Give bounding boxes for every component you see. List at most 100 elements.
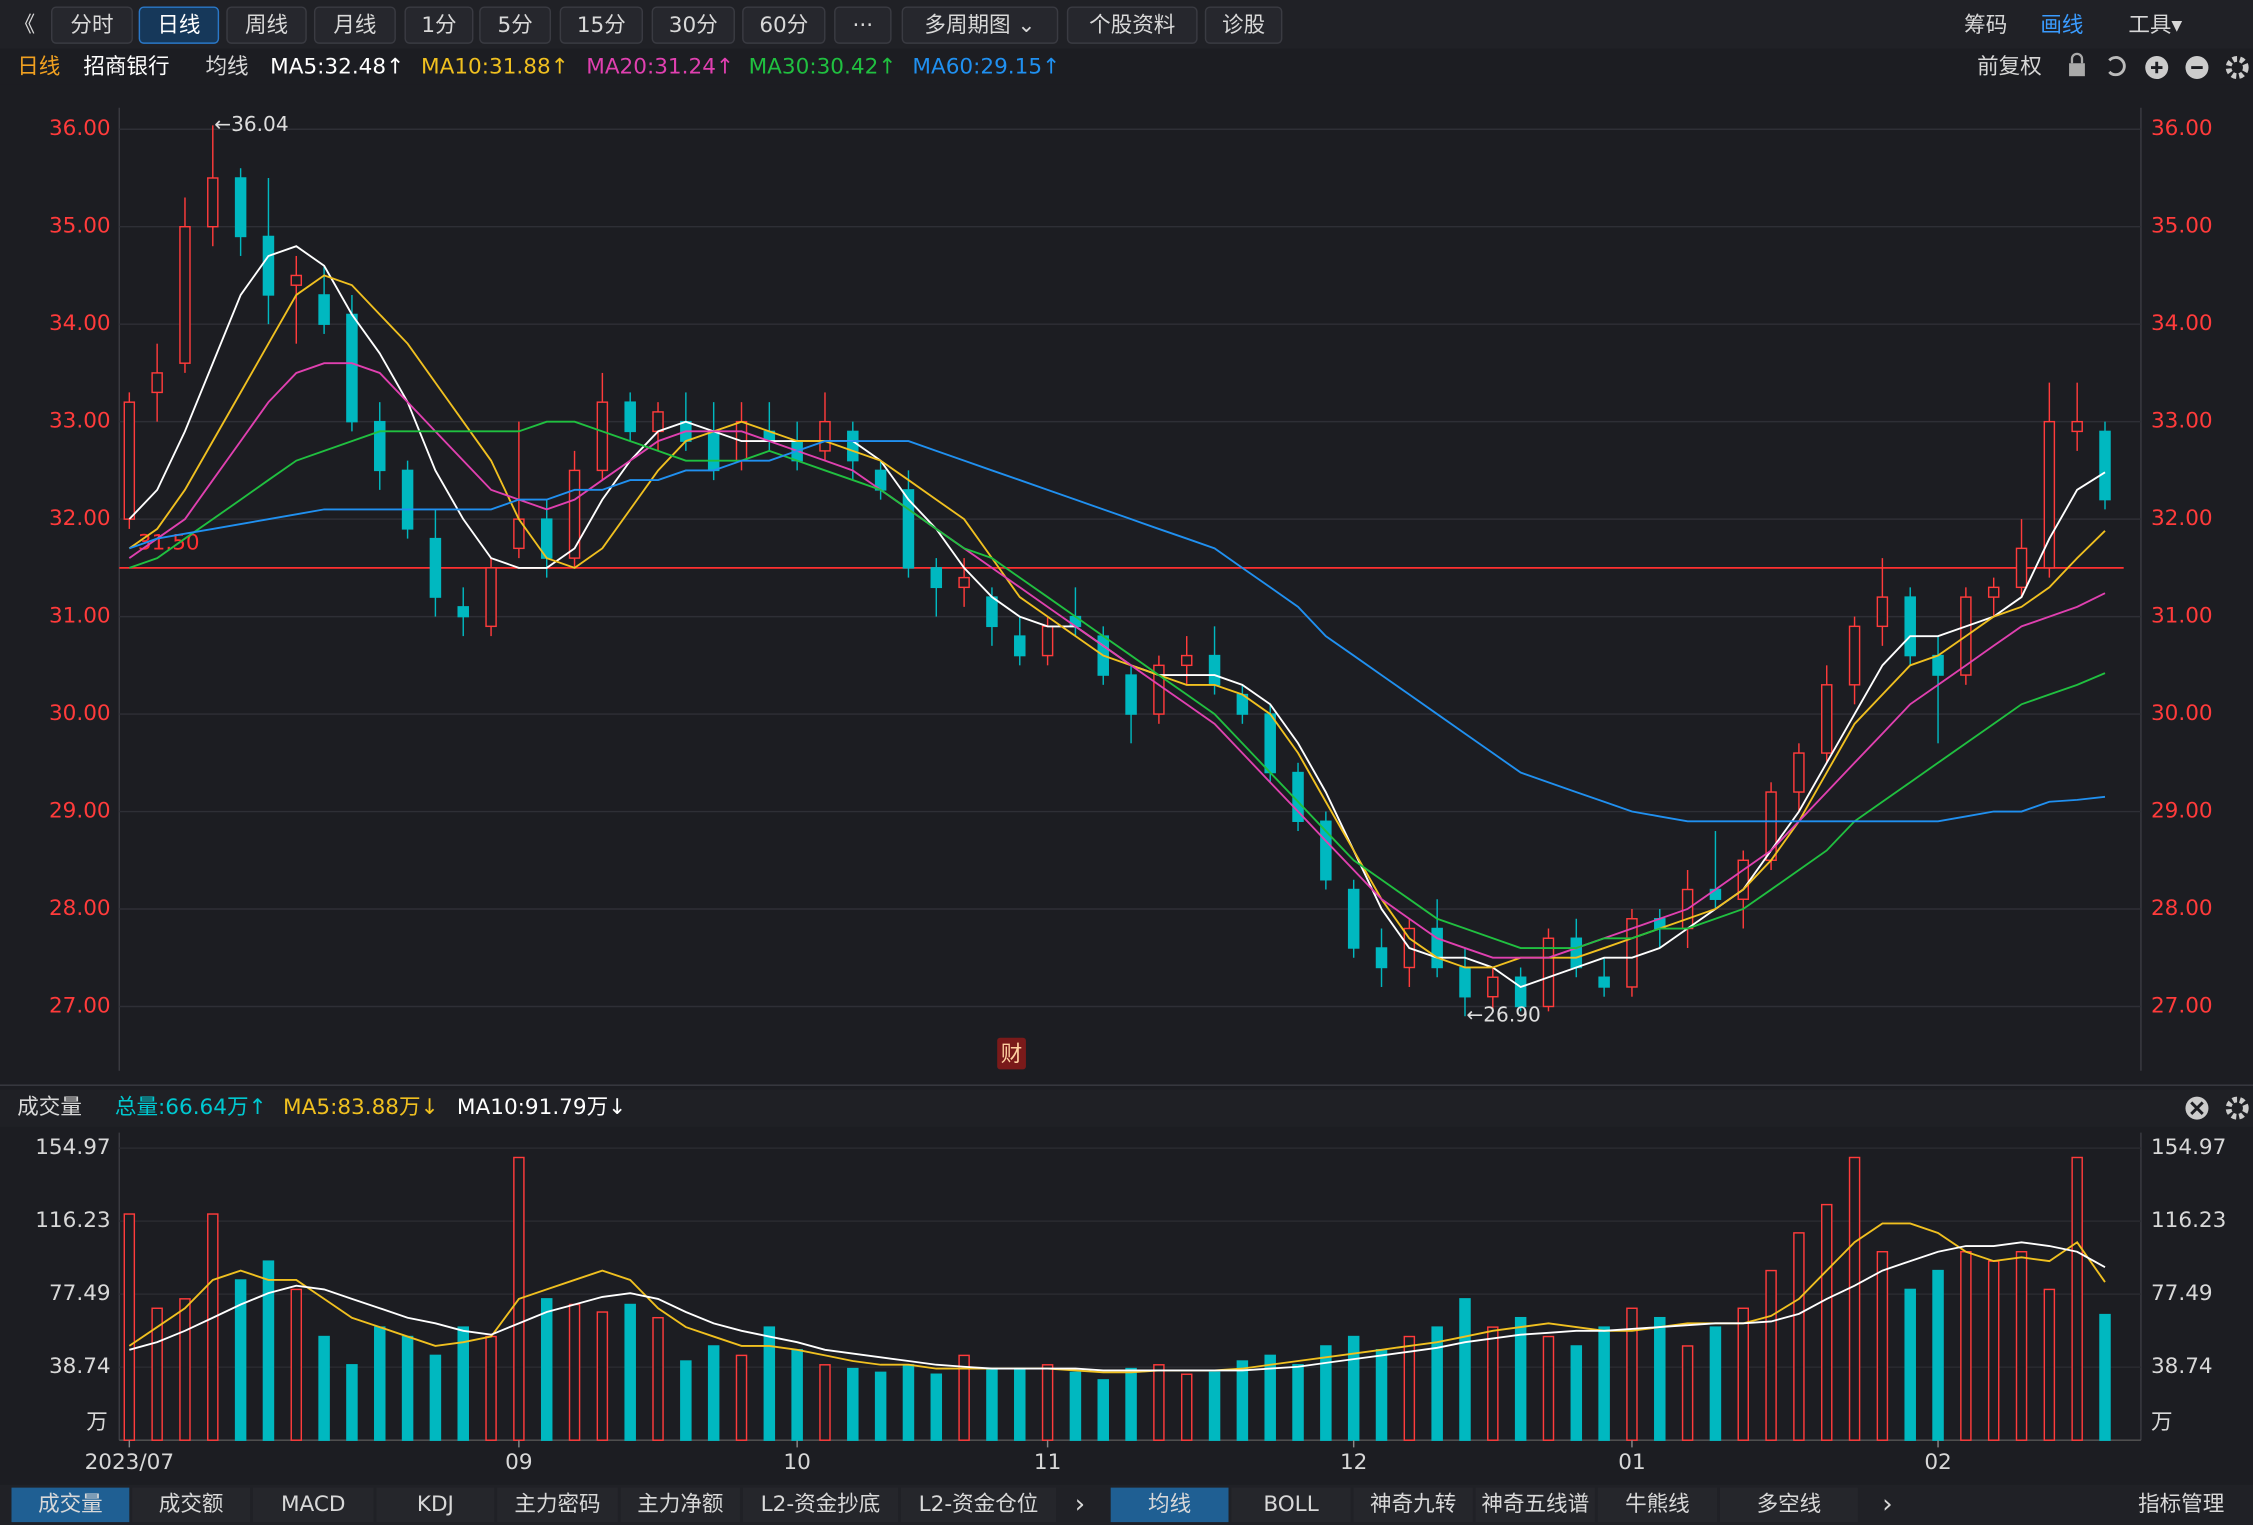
candle-body — [1514, 976, 1527, 1008]
back-button[interactable]: 《 — [14, 13, 36, 38]
indicator-tab-label[interactable]: 主力净额 — [637, 1492, 723, 1517]
indicator-tab-label[interactable]: 成交额 — [159, 1492, 224, 1517]
volume-bar — [847, 1367, 859, 1441]
volume-tick-label: 38.74 — [49, 1354, 111, 1379]
toolbar-button-label[interactable]: 分时 — [70, 13, 113, 38]
volume-bar — [1403, 1335, 1416, 1441]
volume-bar — [596, 1311, 609, 1441]
overlay-tab-label[interactable]: 多空线 — [1757, 1492, 1822, 1517]
toolbar-button-label[interactable]: 15分 — [577, 13, 626, 38]
y-tick-label-right: 35.00 — [2151, 214, 2213, 239]
tabs-left-more[interactable]: › — [1075, 1489, 1085, 1519]
toolbar-button[interactable] — [559, 6, 643, 44]
volume-bar — [1654, 1316, 1666, 1441]
tabs-right-more[interactable]: › — [1882, 1489, 1892, 1519]
toolbar-button-label[interactable]: 月线 — [333, 13, 376, 38]
indicator-tab-label[interactable]: 主力密码 — [514, 1492, 600, 1517]
panel-settings-icon[interactable] — [2225, 1096, 2249, 1120]
indicator-tab[interactable] — [11, 1487, 130, 1523]
toolbar-button[interactable] — [51, 6, 133, 44]
indicator-tab[interactable] — [376, 1487, 495, 1523]
overlay-tab-label[interactable]: 均线 — [1148, 1492, 1191, 1517]
toolbar-button[interactable] — [742, 6, 826, 44]
ma-legend: MA30:30.42↑ — [749, 55, 897, 80]
indicator-tab-label[interactable]: L2-资金仓位 — [919, 1492, 1039, 1517]
toolbar-button-label[interactable]: 多周期图 ⌄ — [924, 13, 1035, 38]
toolbar-button[interactable] — [834, 6, 892, 44]
toolbar-button-label[interactable]: 60分 — [759, 13, 808, 38]
volume-bar — [346, 1364, 358, 1441]
indicator-tab[interactable] — [252, 1487, 374, 1523]
y-tick-label: 35.00 — [49, 214, 111, 239]
toolbar-button-label[interactable]: 30分 — [669, 13, 718, 38]
indicator-tab[interactable] — [497, 1487, 618, 1523]
y-tick-label-right: 31.00 — [2151, 604, 2213, 629]
overlay-tab-label[interactable]: 神奇九转 — [1370, 1492, 1456, 1517]
candle-body — [401, 469, 414, 530]
volume-bar — [1487, 1326, 1499, 1441]
volume-bar — [1180, 1373, 1193, 1441]
toolbar-button-label[interactable]: 诊股 — [1222, 13, 1265, 38]
lock-icon[interactable] — [2069, 63, 2085, 77]
overlay-tab-label[interactable]: BOLL — [1263, 1492, 1318, 1517]
indicator-tab[interactable] — [900, 1487, 1057, 1523]
candle-body — [1987, 586, 2000, 598]
volume-bar — [2043, 1288, 2056, 1441]
toolbar-button[interactable] — [226, 6, 307, 44]
toolbar-button-label[interactable]: 5分 — [497, 13, 532, 38]
undo-icon[interactable] — [2108, 56, 2126, 77]
volume-bar — [151, 1307, 163, 1441]
overlay-tab[interactable] — [1597, 1487, 1718, 1523]
volume-bar — [123, 1213, 136, 1441]
toolbar-button[interactable] — [479, 6, 552, 44]
overlay-tab[interactable] — [1719, 1487, 1858, 1523]
toolbar-button[interactable] — [651, 6, 735, 44]
toolbar-button-label[interactable]: 1分 — [421, 13, 456, 38]
toolbar-button[interactable] — [313, 6, 396, 44]
volume-bar — [318, 1335, 330, 1441]
toolbar-button[interactable] — [138, 6, 220, 44]
toolbar-button[interactable] — [404, 6, 474, 44]
adjust-button[interactable]: 前复权 — [1977, 55, 2042, 80]
volume-ma-line — [129, 1241, 2106, 1372]
volume-bar — [1125, 1367, 1137, 1441]
event-marker[interactable]: 财 — [1001, 1042, 1023, 1067]
toolbar-button[interactable] — [1204, 6, 1283, 44]
toolbar-right-button[interactable]: 筹码 — [1964, 13, 2007, 38]
overlay-tab[interactable] — [1353, 1487, 1473, 1523]
overlay-tab-label[interactable]: 神奇五线谱 — [1481, 1492, 1589, 1517]
overlay-tab[interactable] — [1110, 1487, 1229, 1523]
ma-legend: MA60:29.15↑ — [912, 55, 1060, 80]
volume-bar — [902, 1364, 915, 1441]
indicator-tab-label[interactable]: 成交量 — [38, 1492, 103, 1517]
indicator-tab-label[interactable]: L2-资金抄底 — [761, 1492, 881, 1517]
y-tick-label-right: 34.00 — [2151, 311, 2213, 336]
overlay-tab[interactable] — [1475, 1487, 1595, 1523]
indicator-tab[interactable] — [742, 1487, 899, 1523]
candle-body — [2015, 547, 2028, 589]
toolbar-button-label[interactable]: 个股资料 — [1089, 13, 1175, 38]
toolbar-button[interactable] — [901, 6, 1059, 44]
candle-body — [1320, 820, 1332, 881]
toolbar-button-label[interactable]: ··· — [853, 13, 874, 38]
indicator-tab[interactable] — [620, 1487, 740, 1523]
overlay-tab-label[interactable]: 牛熊线 — [1625, 1492, 1690, 1517]
event-marker-bg[interactable] — [997, 1037, 1026, 1070]
settings-icon[interactable] — [2225, 56, 2249, 80]
overlay-tab[interactable] — [1231, 1487, 1351, 1523]
volume-bar — [401, 1335, 414, 1441]
indicator-tab-label[interactable]: MACD — [281, 1492, 346, 1517]
candle-body — [819, 420, 831, 452]
indicator-manage[interactable]: 指标管理 — [2138, 1492, 2224, 1517]
volume-bar — [1264, 1354, 1276, 1441]
toolbar-button-label[interactable]: 日线 — [157, 13, 200, 38]
toolbar-right-button[interactable]: 画线 — [2040, 13, 2083, 38]
candle-body — [374, 420, 386, 472]
info-bar-bg — [0, 48, 2253, 85]
toolbar-button[interactable] — [1066, 6, 1198, 44]
toolbar-button-label[interactable]: 周线 — [245, 13, 288, 38]
indicator-tab[interactable] — [132, 1487, 251, 1523]
y-tick-label-right: 33.00 — [2151, 409, 2213, 434]
toolbar-right-button[interactable]: 工具▾ — [2128, 13, 2182, 38]
indicator-tab-label[interactable]: KDJ — [417, 1492, 454, 1517]
